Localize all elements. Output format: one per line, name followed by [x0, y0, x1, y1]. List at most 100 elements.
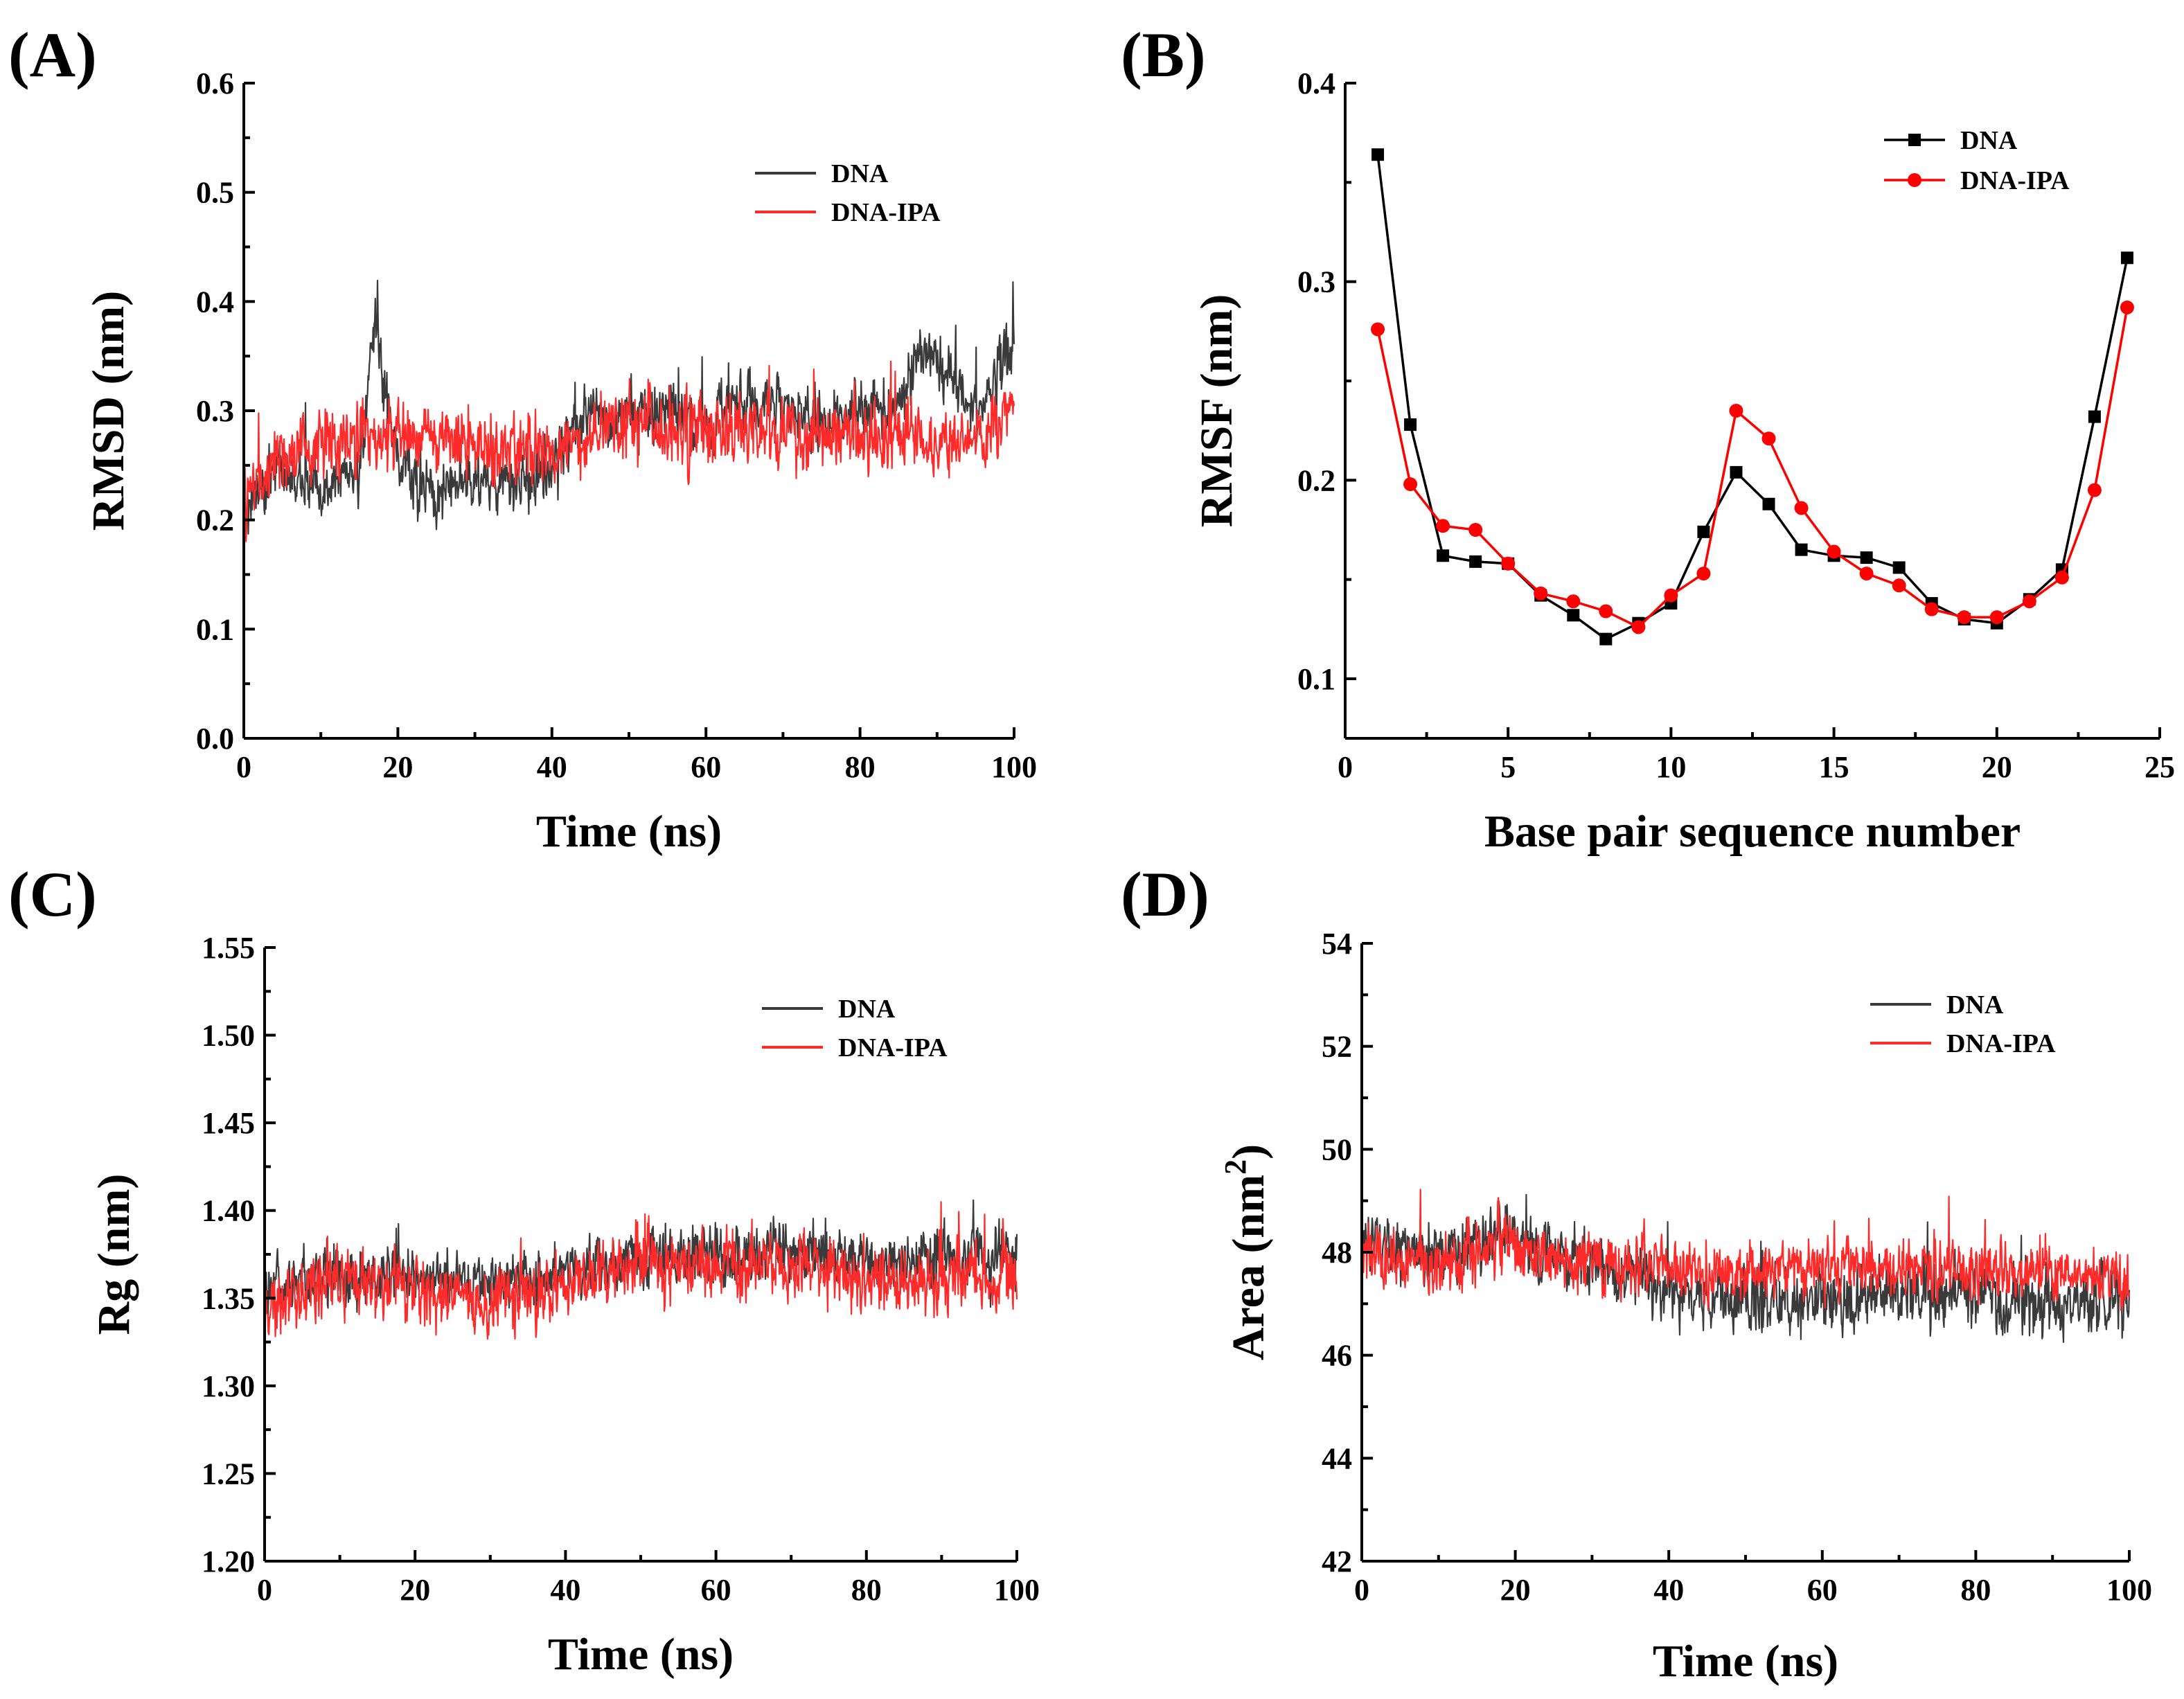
- x-tick-label: 20: [382, 750, 413, 784]
- y-tick-label: 54: [1322, 927, 1352, 961]
- series-dna-ipa-point: [1631, 620, 1645, 634]
- x-tick-label: 60: [1807, 1573, 1838, 1607]
- series-dna-point: [2088, 411, 2101, 423]
- series-dna-point: [1371, 148, 1384, 161]
- series-dna-ipa-point: [1696, 567, 1710, 580]
- series-dna-ipa-point: [1468, 523, 1482, 537]
- x-tick-label: 60: [701, 1573, 731, 1607]
- x-tick-label: 0: [1338, 750, 1353, 784]
- series-dna-ipa-point: [1664, 589, 1678, 603]
- y-tick-label: 1.30: [202, 1369, 255, 1403]
- legend-dna-ipa-label: DNA-IPA: [838, 1033, 948, 1062]
- series-dna-ipa-point: [1403, 477, 1417, 491]
- series-dna-ipa-point: [1566, 594, 1580, 608]
- x-tick-label: 80: [845, 750, 876, 784]
- series-dna-ipa-point: [1729, 404, 1743, 418]
- x-tick-label: 15: [1819, 750, 1849, 784]
- series-dna-ipa-point: [1371, 322, 1385, 336]
- y-tick-label: 0.4: [196, 285, 234, 319]
- series-dna-ipa-point: [2023, 594, 2036, 608]
- series-dna-point: [1697, 526, 1710, 538]
- panel-label: (A): [8, 19, 97, 90]
- series-dna-ipa-point: [2120, 301, 2134, 314]
- y-tick-label: 50: [1322, 1132, 1352, 1166]
- y-tick-label: 1.55: [202, 931, 255, 965]
- x-axis-title: Time (ns): [1653, 1636, 1838, 1687]
- series-dna-ipa-point: [2055, 571, 2069, 585]
- x-tick-label: 100: [994, 1573, 1040, 1607]
- series-dna-point: [1861, 551, 1873, 564]
- series-dna-point: [1437, 549, 1449, 562]
- x-tick-label: 0: [236, 750, 251, 784]
- figure: (A)0 20 40 60 80 1000.00.10.20.30.40.50.6Time…: [0, 0, 2184, 1699]
- y-tick-label: 0.5: [196, 176, 234, 210]
- y-tick-label: 1.50: [202, 1019, 255, 1053]
- x-tick-label: 0: [257, 1573, 272, 1607]
- y-tick-label: 42: [1322, 1545, 1352, 1578]
- x-tick-label: 100: [991, 750, 1037, 784]
- y-tick-label: 44: [1322, 1441, 1352, 1475]
- y-axis-title: Rg (nm): [89, 1174, 139, 1335]
- y-tick-label: 0.2: [196, 504, 234, 537]
- y-tick-label: 46: [1322, 1339, 1352, 1373]
- x-tick-label: 20: [1500, 1573, 1531, 1607]
- series-dna-ipa-point: [1827, 545, 1841, 559]
- series-dna-point: [1730, 466, 1742, 479]
- y-tick-label: 1.45: [202, 1106, 255, 1140]
- y-tick-label: 0.1: [196, 612, 234, 646]
- legend-dna-ipa-label: DNA-IPA: [1946, 1029, 2056, 1058]
- series-dna-ipa-point: [1925, 603, 1939, 616]
- panel-label: (C): [8, 859, 97, 929]
- x-tick-label: 20: [1982, 750, 2012, 784]
- series-dna-ipa-point: [1501, 557, 1515, 571]
- y-tick-label: 1.40: [202, 1194, 255, 1228]
- x-tick-label: 20: [400, 1573, 430, 1607]
- series-dna-ipa-point: [1599, 605, 1613, 619]
- series-dna-point: [1567, 609, 1579, 621]
- panel-label: (B): [1121, 19, 1206, 90]
- x-tick-label: 80: [1960, 1573, 1991, 1607]
- x-tick-label: 0: [1354, 1573, 1369, 1607]
- series-dna-ipa-point: [1762, 432, 1776, 445]
- legend-dna-ipa-label: DNA-IPA: [831, 198, 941, 227]
- series-dna-ipa-point: [1957, 610, 1971, 624]
- series-dna-ipa-point: [2088, 483, 2102, 497]
- panel-label: (D): [1121, 859, 1209, 929]
- legend-dna-label: DNA: [1946, 990, 2004, 1020]
- y-tick-label: 52: [1322, 1030, 1352, 1064]
- y-tick-label: 0.1: [1297, 662, 1335, 696]
- x-tick-label: 10: [1655, 750, 1686, 784]
- x-tick-label: 5: [1500, 750, 1516, 784]
- y-tick-label: 0.3: [1297, 265, 1335, 299]
- legend-dna-label: DNA: [1960, 126, 2018, 155]
- series-dna-ipa-point: [1436, 519, 1450, 533]
- series-dna-point: [1763, 498, 1775, 510]
- x-axis-title: Time (ns): [548, 1629, 734, 1680]
- series-dna-point: [1469, 555, 1482, 568]
- legend-dna-label: DNA: [831, 159, 889, 188]
- series-dna-point: [1404, 418, 1417, 431]
- y-tick-label: 48: [1322, 1236, 1352, 1270]
- series-dna-ipa-point: [1534, 587, 1547, 601]
- y-tick-label: 1.25: [202, 1457, 255, 1491]
- series-dna-ipa-point: [1795, 501, 1809, 515]
- y-axis-title: RMSD (nm): [83, 291, 134, 531]
- y-tick-label: 0.0: [196, 722, 234, 756]
- x-axis-title: Base pair sequence number: [1484, 806, 2021, 857]
- series-dna-point: [1795, 544, 1808, 556]
- legend-dna-label: DNA: [838, 995, 896, 1024]
- x-tick-label: 40: [550, 1573, 580, 1607]
- x-axis-title: Time (ns): [536, 806, 722, 857]
- series-dna-point: [1599, 633, 1612, 646]
- legend-dna-ipa-label: DNA-IPA: [1960, 166, 2070, 195]
- series-dna-point: [1893, 561, 1906, 573]
- y-tick-label: 0.6: [196, 66, 234, 100]
- x-tick-label: 80: [851, 1573, 882, 1607]
- legend-dna-marker: [1908, 134, 1921, 146]
- series-dna-ipa-point: [1860, 567, 1874, 580]
- y-tick-label: 0.4: [1297, 66, 1335, 100]
- x-tick-label: 60: [691, 750, 721, 784]
- y-tick-label: 0.2: [1297, 463, 1335, 497]
- x-tick-label: 40: [1653, 1573, 1684, 1607]
- x-tick-label: 25: [2145, 750, 2175, 784]
